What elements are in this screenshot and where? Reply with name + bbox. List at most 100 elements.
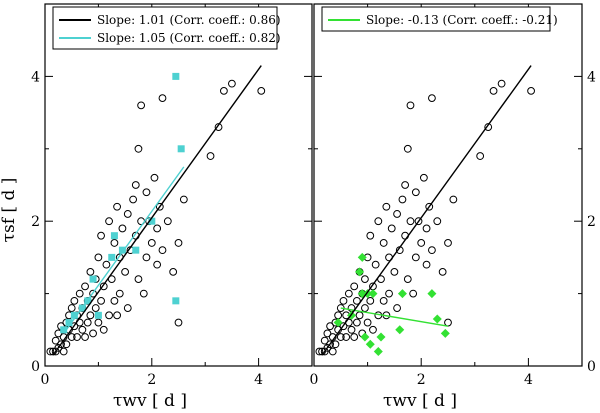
data-point-circle <box>363 318 372 327</box>
data-point-square <box>110 232 118 240</box>
y-axis-title-text: τsf [ d ] <box>0 178 19 243</box>
series-cyan <box>60 72 185 334</box>
data-point-circle <box>355 311 364 320</box>
data-point-circle <box>449 195 458 204</box>
data-point-circle <box>139 289 148 298</box>
data-point-circle <box>214 123 223 131</box>
data-point-circle <box>411 253 420 262</box>
data-point-circle <box>403 144 412 153</box>
data-point-diamond <box>357 252 367 262</box>
x-tick-label: 2 <box>147 372 156 388</box>
data-point-circle <box>489 86 498 95</box>
data-point-circle <box>54 329 63 338</box>
data-point-circle <box>86 267 95 276</box>
data-point-circle <box>78 325 87 334</box>
data-point-circle <box>387 224 396 233</box>
data-point-circle <box>371 260 380 269</box>
data-point-circle <box>102 260 111 269</box>
data-point-circle <box>150 173 159 182</box>
legend-label: Slope: 1.01 (Corr. coeff.: 0.86) <box>97 13 281 27</box>
x-tick-label: 4 <box>524 372 533 388</box>
data-point-circle <box>137 101 146 110</box>
data-point-circle <box>336 333 345 341</box>
x-axis-title-right: τwv [ d ] <box>383 391 457 411</box>
data-point-circle <box>411 188 420 197</box>
legend-box <box>52 6 278 50</box>
data-point-diamond <box>365 339 375 349</box>
data-point-circle <box>323 329 332 338</box>
data-point-circle <box>118 224 127 233</box>
data-point-circle <box>59 347 68 356</box>
data-point-circle <box>147 239 156 247</box>
data-point-diamond <box>355 267 365 277</box>
data-point-circle <box>369 325 377 334</box>
data-point-circle <box>67 333 76 341</box>
y-axis-title: τsf [ d ] <box>0 178 19 243</box>
x-tick-label: 2 <box>417 372 426 388</box>
y-tick-label-right: 4 <box>587 69 596 85</box>
data-point-circle <box>134 275 143 284</box>
legend-label: Slope: -0.13 (Corr. coeff.: -0.21) <box>366 13 558 27</box>
data-point-circle <box>163 217 172 226</box>
data-point-circle <box>99 282 108 291</box>
data-point-circle <box>406 101 415 110</box>
data-point-circle <box>123 304 132 312</box>
data-point-circle <box>142 188 151 197</box>
data-point-circle <box>81 333 89 341</box>
data-point-circle <box>379 296 388 305</box>
data-point-circle <box>62 340 71 349</box>
data-point-diamond <box>427 289 437 299</box>
data-point-circle <box>320 336 329 345</box>
data-point-circle <box>347 325 356 334</box>
data-point-square <box>177 145 185 153</box>
data-point-circle <box>86 311 95 320</box>
data-point-circle <box>433 217 442 226</box>
data-point-circle <box>350 333 359 341</box>
data-point-circle <box>91 304 100 312</box>
data-point-circle <box>129 195 138 204</box>
data-point-circle <box>57 340 65 349</box>
data-point-circle <box>417 239 426 247</box>
data-point-circle <box>438 267 447 276</box>
data-point-circle <box>46 347 55 356</box>
data-point-circle <box>153 260 162 269</box>
data-point-circle <box>379 239 388 247</box>
data-point-circle <box>334 311 343 320</box>
fit-line <box>321 65 532 356</box>
data-point-circle <box>393 304 401 312</box>
data-point-circle <box>350 282 359 291</box>
data-point-circle <box>105 217 113 226</box>
data-point-square <box>60 326 68 334</box>
data-point-circle <box>83 318 92 327</box>
data-point-circle <box>428 246 436 255</box>
data-point-diamond <box>376 332 386 342</box>
data-point-circle <box>382 202 391 211</box>
data-point-circle <box>158 246 167 255</box>
data-point-circle <box>70 322 79 331</box>
plot-frame <box>44 3 313 367</box>
data-point-diamond <box>333 318 343 328</box>
data-point-circle <box>73 333 81 341</box>
data-point-circle <box>158 94 167 103</box>
data-point-diamond <box>373 347 383 357</box>
x-tick-label: 0 <box>310 372 319 388</box>
data-point-circle <box>113 311 121 320</box>
data-point-circle <box>361 304 369 312</box>
plot-frame <box>313 3 583 367</box>
data-point-circle <box>99 325 108 334</box>
data-point-diamond <box>432 314 442 324</box>
y-tick-label: 0 <box>31 359 40 375</box>
data-point-circle <box>123 210 132 218</box>
legend: Slope: -0.13 (Corr. coeff.: -0.21) <box>321 6 558 32</box>
data-point-circle <box>352 296 361 305</box>
fit-line <box>52 65 262 356</box>
data-point-circle <box>444 239 452 247</box>
fit-line <box>340 307 449 327</box>
data-point-circle <box>134 144 143 153</box>
data-point-circle <box>315 347 324 356</box>
data-point-diamond <box>395 325 405 335</box>
data-point-square <box>118 246 126 254</box>
data-point-circle <box>344 289 353 298</box>
data-point-circle <box>328 347 337 356</box>
